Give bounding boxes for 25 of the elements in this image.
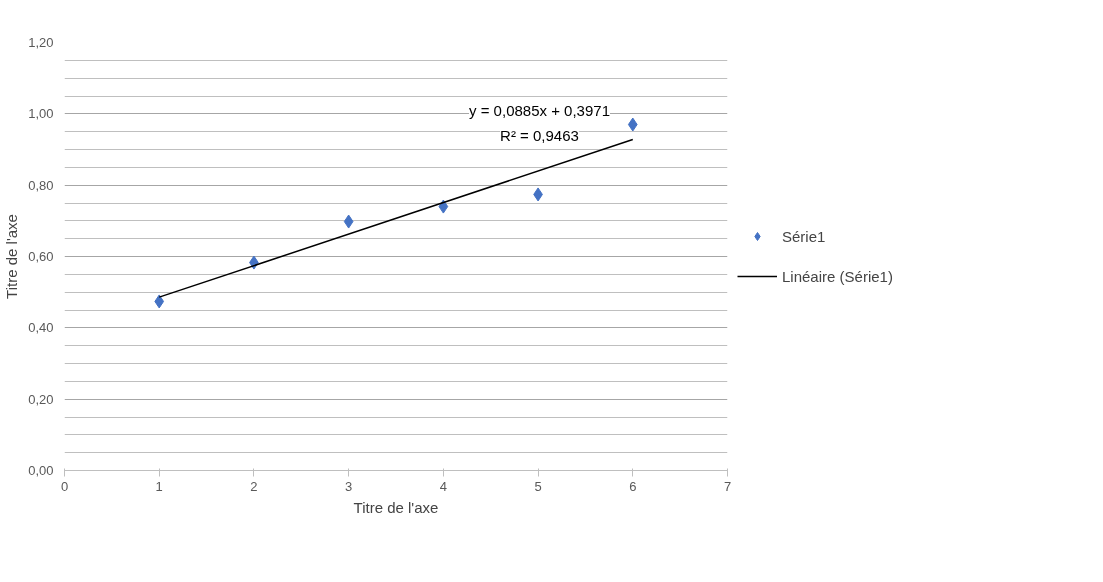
x-tick-label: 5 (534, 478, 542, 494)
y-tick-label: 0,60 (28, 249, 54, 264)
x-tick-label: 7 (723, 478, 732, 494)
x-tick-label: 1 (155, 478, 163, 494)
x-axis-title: Titre de l'axe (353, 498, 439, 516)
x-tick-label: 6 (629, 478, 637, 494)
y-tick-label: 0,80 (28, 177, 54, 193)
x-tick-label: 0 (60, 478, 69, 494)
annotation: R² = 0,9463 (500, 127, 579, 144)
y-tick-label: 1,00 (28, 106, 54, 122)
point (343, 214, 354, 229)
x-tick-label: 2 (250, 478, 258, 494)
y-tick-label: 1,20 (28, 35, 54, 50)
y-tick-label: 0,40 (28, 320, 54, 336)
annotation: y = 0,0885x + 0,3971 (469, 102, 610, 119)
x-tick-label: 4 (439, 478, 447, 494)
y-axis-title: Titre de l'axe (3, 214, 21, 299)
point (627, 117, 638, 132)
y-tick-label: 0,00 (28, 463, 54, 478)
point (154, 294, 165, 309)
legend-label: Série1 (782, 227, 826, 245)
y-tick-label: 0,20 (28, 391, 54, 407)
point (438, 199, 449, 214)
legend-label: Linéaire (Série1) (782, 267, 893, 285)
x-tick-label: 3 (345, 478, 353, 494)
